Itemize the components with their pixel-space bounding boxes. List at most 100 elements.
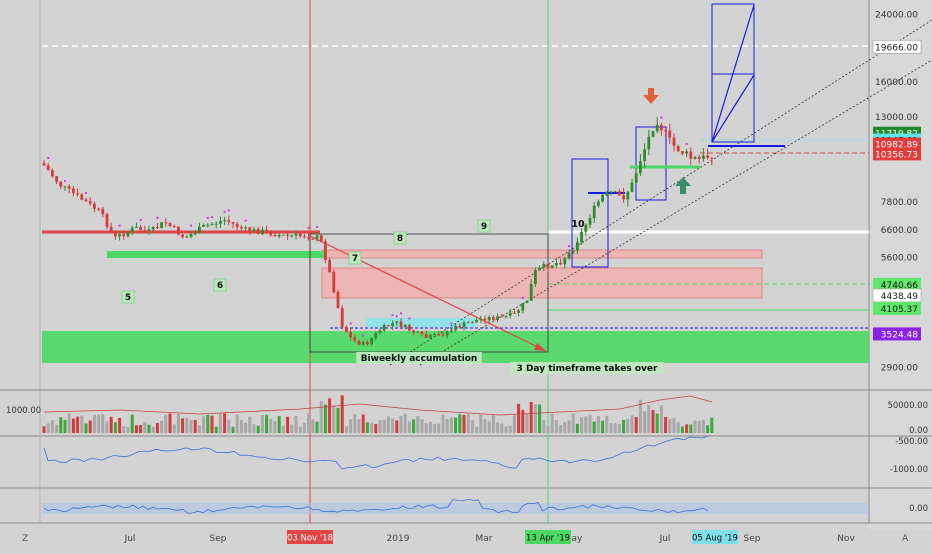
price-badge-label: 4740.66 — [881, 281, 918, 291]
volume-bar — [613, 423, 617, 433]
candle-body — [345, 326, 348, 333]
candles-layer — [42, 116, 714, 347]
candle-body — [412, 330, 415, 333]
candle-body — [235, 223, 239, 228]
volume-bar — [483, 419, 487, 433]
price-tick-label: 24000.00 — [875, 11, 918, 21]
volume-bar — [365, 422, 369, 433]
candle-body — [592, 205, 596, 219]
candle-body — [613, 191, 617, 193]
volume-bar — [265, 414, 269, 433]
volume-bar — [118, 417, 122, 433]
candle-body — [319, 235, 323, 242]
annotations-layer: 5 6 7 8 9 10 Biweekly accumulation 3 Day timefr… — [121, 219, 664, 374]
candle-body — [55, 176, 58, 182]
candle-body — [529, 284, 533, 301]
volume-bar — [59, 417, 63, 433]
volume-bar — [349, 419, 353, 433]
price-badge-bg — [873, 327, 921, 341]
price-badge-bg — [872, 288, 922, 303]
volume-bar — [584, 416, 588, 433]
volume-bar — [580, 417, 584, 433]
panel-labels: 1000.00 50000.000.00-500.00-1000.000.00 — [6, 401, 928, 514]
candle-body — [492, 317, 495, 320]
blue-box-3 — [711, 3, 755, 143]
candle-body — [517, 310, 520, 313]
volume-bar — [685, 424, 689, 433]
volume-bar — [479, 414, 483, 433]
volume-bar — [420, 419, 424, 433]
volume-bar — [206, 415, 210, 433]
volume-right-tick: 0.00 — [909, 426, 928, 436]
signal-dot — [685, 142, 688, 145]
volume-bar — [185, 417, 189, 433]
annotation-label: 8 — [397, 234, 403, 244]
volume-bar — [634, 417, 638, 433]
volume-bar — [542, 420, 546, 433]
volume-bar — [277, 416, 281, 433]
volume-bar — [239, 420, 243, 433]
volume-bar — [407, 421, 411, 433]
resistance-zone-lower — [321, 267, 763, 299]
candle-body — [420, 331, 424, 335]
candle-body — [361, 342, 365, 345]
volume-bar — [395, 420, 399, 433]
candle-body — [298, 233, 302, 237]
candle-body — [609, 191, 613, 193]
candle-body — [231, 222, 235, 224]
candle-body — [408, 325, 411, 331]
volume-bar — [643, 411, 647, 433]
time-marker-bg — [287, 530, 333, 544]
candle-body — [315, 235, 319, 239]
candle-body — [42, 163, 46, 166]
candle-body — [458, 325, 462, 328]
candle-body — [135, 226, 138, 228]
volume-bar — [130, 414, 134, 433]
price-tick-label: 16000.00 — [875, 78, 918, 88]
corner-label-right: A — [902, 534, 909, 544]
candle-body — [496, 316, 499, 320]
volume-bar — [403, 413, 407, 433]
candle-body — [710, 157, 714, 159]
candle-body — [109, 226, 113, 232]
volume-bar — [273, 421, 277, 433]
candle-body — [223, 220, 226, 222]
price-badge-label: 4105.37 — [881, 305, 918, 315]
volume-bar — [458, 414, 462, 433]
candle-body — [51, 170, 54, 177]
volume-bar — [189, 420, 193, 433]
volume-bar — [311, 419, 315, 433]
candle-body — [634, 173, 638, 183]
time-tick-label: Nov — [837, 534, 855, 544]
candle-body — [210, 224, 214, 226]
signal-dot — [244, 219, 247, 222]
volume-bar — [386, 416, 390, 433]
candle-body — [164, 222, 168, 224]
volume-bar — [109, 416, 113, 433]
candle-body — [261, 229, 264, 235]
candle-body — [286, 234, 289, 236]
candle-body — [248, 227, 252, 232]
candle-body — [202, 224, 205, 227]
price-badge-label: 10356.73 — [875, 150, 918, 160]
annotation-label: 10 — [571, 219, 585, 230]
volume-bar — [571, 413, 575, 433]
volume-bar — [487, 421, 491, 433]
volume-bar — [382, 419, 386, 433]
volume-bar — [92, 414, 96, 433]
indicator2-right-tick: 0.00 — [909, 504, 928, 514]
volume-bar — [97, 414, 101, 433]
price-badge-bg — [873, 277, 921, 291]
up-arrow-marker — [675, 177, 691, 194]
volume-bar — [294, 415, 298, 433]
candle-body — [336, 292, 340, 309]
volume-bar — [559, 424, 563, 433]
signal-dot — [211, 216, 213, 219]
volume-bar — [315, 421, 319, 433]
candle-body — [429, 334, 432, 338]
time-marker-bg — [692, 530, 738, 544]
dotted-trendline-1 — [389, 19, 932, 366]
volume-bar — [659, 405, 663, 433]
volume-bar — [622, 419, 626, 433]
volume-bar — [588, 415, 592, 433]
